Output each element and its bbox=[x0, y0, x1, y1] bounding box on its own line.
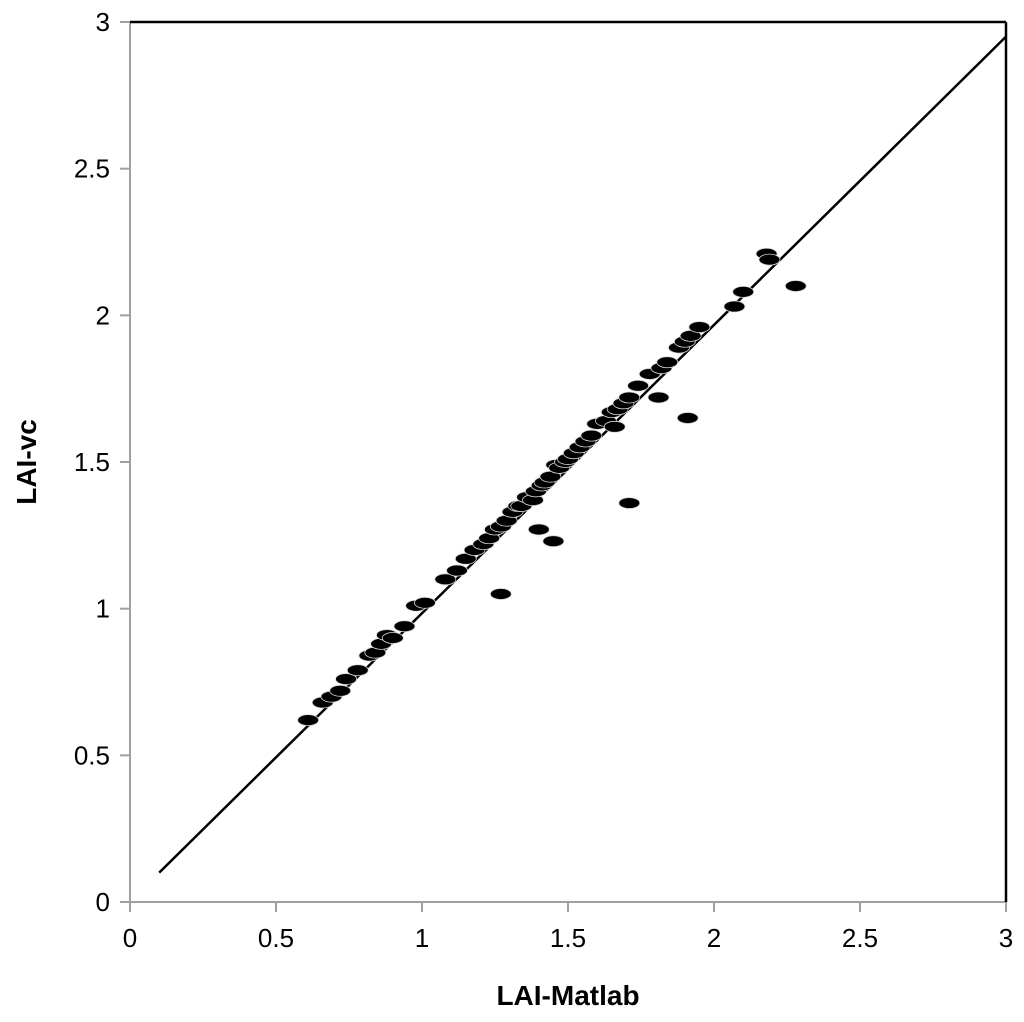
plot-frame bbox=[120, 20, 1008, 912]
y-tick-label: 1.5 bbox=[74, 447, 110, 477]
data-point bbox=[656, 356, 679, 369]
data-point bbox=[527, 523, 550, 536]
data-point bbox=[329, 684, 352, 697]
x-tick-label: 2 bbox=[707, 923, 721, 953]
data-point bbox=[676, 412, 699, 424]
y-axis-title: LAI-vc bbox=[11, 419, 42, 505]
y-tick-label: 3 bbox=[96, 7, 110, 37]
y-tick-label: 2 bbox=[96, 300, 110, 330]
data-point bbox=[647, 391, 670, 404]
data-point bbox=[580, 429, 603, 442]
data-point bbox=[393, 620, 416, 633]
data-points bbox=[297, 247, 807, 727]
x-tick-label: 0 bbox=[123, 923, 137, 953]
data-point bbox=[732, 285, 755, 298]
y-tick-label: 2.5 bbox=[74, 154, 110, 184]
data-point bbox=[688, 321, 711, 333]
data-point bbox=[627, 379, 649, 392]
x-tick-label: 1 bbox=[415, 923, 429, 953]
x-axis-title: LAI-Matlab bbox=[496, 980, 639, 1011]
x-tick-label: 0.5 bbox=[258, 923, 294, 953]
data-point bbox=[723, 300, 746, 313]
data-point bbox=[346, 664, 369, 677]
y-axis-ticks: 0 0.5 1 1.5 2 2.5 3 bbox=[74, 7, 130, 917]
y-tick-label: 0 bbox=[96, 887, 110, 917]
data-point bbox=[335, 673, 357, 685]
data-point bbox=[784, 280, 807, 292]
data-point bbox=[618, 391, 641, 404]
x-tick-label: 1.5 bbox=[550, 923, 586, 953]
data-point bbox=[381, 632, 404, 644]
data-point bbox=[542, 535, 565, 548]
data-point bbox=[414, 596, 436, 609]
y-tick-label: 1 bbox=[96, 594, 110, 624]
data-point bbox=[758, 253, 781, 266]
x-tick-label: 3 bbox=[999, 923, 1013, 953]
data-point bbox=[603, 420, 626, 433]
y-tick-label: 0.5 bbox=[74, 740, 110, 770]
x-tick-label: 2.5 bbox=[842, 923, 878, 953]
data-point bbox=[446, 564, 468, 577]
data-point bbox=[297, 714, 320, 727]
data-point bbox=[489, 588, 512, 600]
data-point bbox=[434, 573, 457, 586]
x-axis-ticks: 0 0.5 1 1.5 2 2.5 3 bbox=[123, 902, 1013, 953]
data-point bbox=[618, 497, 641, 509]
